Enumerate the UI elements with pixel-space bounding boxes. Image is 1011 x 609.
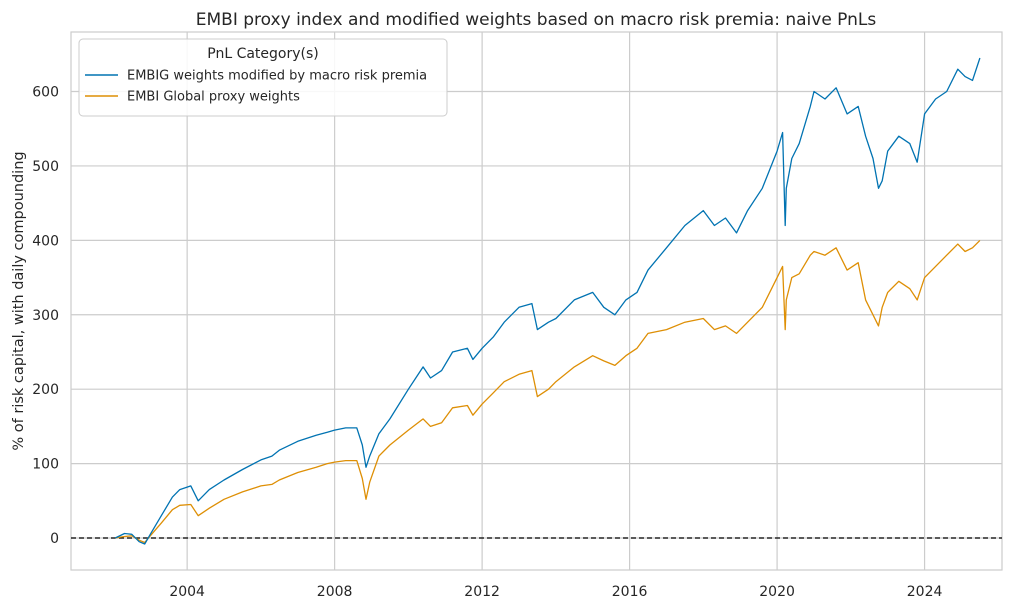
legend: PnL Category(s) EMBIG weights modified b… [78, 38, 448, 117]
y-tick-label: 200 [32, 382, 59, 398]
x-tick-label: 2020 [759, 584, 795, 600]
x-tick-label: 2016 [612, 584, 648, 600]
x-axis-ticks: 2004 2008 2012 2016 2020 2024 [169, 584, 942, 600]
y-tick-label: 100 [32, 457, 59, 473]
y-axis-label: % of risk capital, with daily compoundin… [11, 151, 27, 450]
y-tick-label: 500 [32, 159, 59, 175]
gridlines [71, 32, 1002, 570]
series-layer [114, 57, 981, 545]
legend-title: PnL Category(s) [207, 46, 319, 62]
x-tick-label: 2012 [464, 584, 500, 600]
y-tick-label: 400 [32, 233, 59, 249]
legend-label-embi-global-proxy: EMBI Global proxy weights [127, 90, 300, 105]
series-line-embig-modified [114, 57, 981, 545]
y-tick-label: 0 [50, 531, 59, 547]
y-tick-label: 300 [32, 308, 59, 324]
plot-area [70, 31, 1003, 571]
series-line-embi-global-proxy [115, 239, 981, 544]
x-tick-label: 2004 [169, 584, 205, 600]
chart-title: EMBI proxy index and modified weights ba… [196, 10, 877, 30]
x-tick-label: 2024 [907, 584, 943, 600]
legend-box [78, 38, 448, 117]
x-tick-label: 2008 [317, 584, 353, 600]
y-tick-label: 600 [32, 85, 59, 101]
y-axis-ticks: 0 100 200 300 400 500 600 [32, 85, 59, 547]
legend-label-embig-modified: EMBIG weights modified by macro risk pre… [127, 69, 427, 84]
